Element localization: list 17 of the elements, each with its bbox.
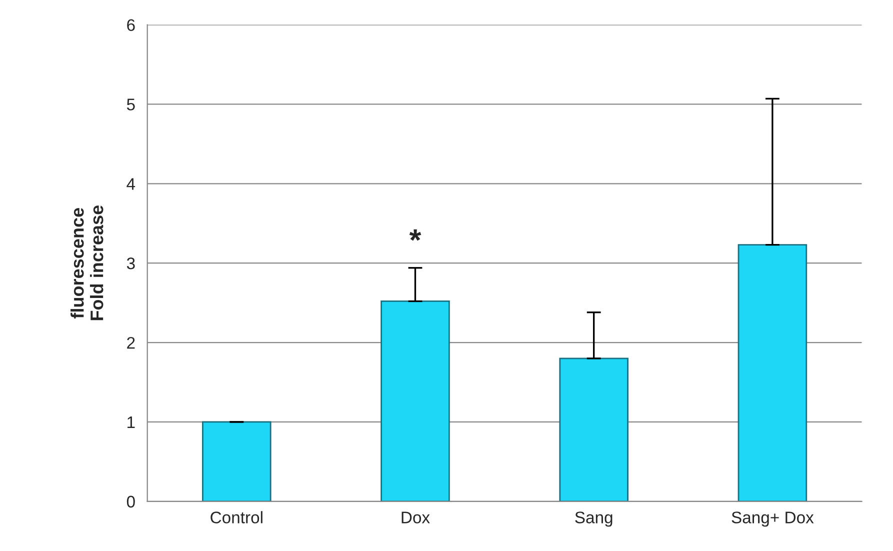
y-tick-label: 4 bbox=[126, 178, 136, 190]
y-tick-label: 0 bbox=[126, 496, 135, 508]
annotation: * bbox=[409, 229, 422, 241]
bar bbox=[380, 300, 450, 502]
x-tick-label: Control bbox=[210, 511, 262, 524]
y-axis-title: fluorescence Fold increase bbox=[70, 206, 104, 320]
y-tick-label: 3 bbox=[126, 258, 135, 270]
x-tick-label: Sang bbox=[575, 512, 612, 527]
bar bbox=[738, 244, 808, 502]
x-tick-label: Dox bbox=[402, 512, 430, 524]
bar bbox=[559, 358, 628, 502]
y-tick-label: 5 bbox=[126, 98, 135, 110]
y-tick-label: 2 bbox=[127, 336, 135, 349]
y-tick-label: 6 bbox=[127, 19, 135, 31]
bar bbox=[202, 421, 272, 502]
x-tick-label: Sang+ Dox bbox=[732, 512, 814, 527]
y-tick-label: 1 bbox=[128, 416, 135, 428]
